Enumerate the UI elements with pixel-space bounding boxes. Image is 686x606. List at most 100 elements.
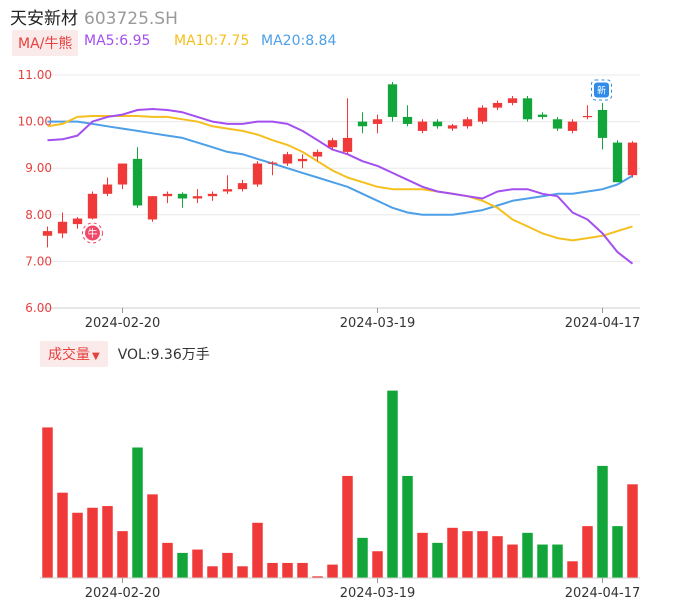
y-tick-label: 9.00 bbox=[25, 161, 52, 175]
volume-bar bbox=[357, 537, 368, 578]
candle bbox=[192, 189, 203, 204]
volume-bar bbox=[627, 484, 638, 578]
bull-badge: 牛 bbox=[82, 222, 103, 244]
candle bbox=[552, 116, 563, 131]
volume-bar bbox=[42, 427, 53, 578]
ma5-line bbox=[47, 108, 634, 265]
y-tick-label: 10.00 bbox=[18, 115, 52, 129]
candle bbox=[177, 192, 188, 208]
candle bbox=[252, 161, 263, 187]
ma5-label: MA5:6.95 bbox=[84, 33, 151, 49]
candle bbox=[327, 137, 338, 150]
price-y-axis: 11.00 10.00 9.00 8.00 7.00 6.00 bbox=[18, 68, 52, 315]
candle bbox=[342, 98, 353, 155]
candle bbox=[537, 112, 548, 120]
candle bbox=[477, 105, 488, 124]
volume-bar bbox=[297, 562, 308, 578]
candle bbox=[282, 151, 293, 166]
volume-bar bbox=[567, 561, 578, 578]
volume-bar bbox=[162, 542, 173, 578]
badges: 牛新 bbox=[82, 79, 612, 244]
volume-bar bbox=[237, 566, 248, 578]
volume-value: VOL:9.36万手 bbox=[117, 347, 210, 363]
volume-bar bbox=[537, 544, 548, 578]
volume-bar bbox=[432, 542, 443, 578]
x-tick-label: 2024-02-20 bbox=[85, 316, 161, 331]
volume-bar bbox=[267, 562, 278, 578]
volume-bar bbox=[612, 526, 623, 578]
candle bbox=[102, 177, 113, 197]
candle bbox=[87, 191, 98, 220]
svg-text:新: 新 bbox=[597, 85, 606, 97]
ma10-label: MA10:7.75 bbox=[174, 33, 250, 49]
volume-x-tick-label: 2024-04-17 bbox=[565, 586, 641, 601]
candle bbox=[147, 196, 158, 222]
volume-bar bbox=[252, 522, 263, 578]
ma20-line bbox=[47, 120, 634, 216]
volume-bar bbox=[327, 564, 338, 578]
candle bbox=[297, 154, 308, 169]
candle bbox=[597, 102, 608, 150]
candle bbox=[447, 123, 458, 131]
volume-bar bbox=[207, 566, 218, 578]
volume-bar bbox=[387, 390, 398, 578]
candles bbox=[42, 81, 638, 248]
candle bbox=[72, 217, 83, 229]
volume-bar bbox=[372, 551, 383, 578]
volume-bar bbox=[402, 475, 413, 578]
volume-bar bbox=[342, 475, 353, 578]
candle bbox=[522, 95, 533, 122]
new-badge: 新 bbox=[591, 79, 612, 101]
candle bbox=[237, 179, 248, 192]
volume-x-tick-label: 2024-03-19 bbox=[340, 586, 416, 601]
candle bbox=[402, 105, 413, 127]
candle bbox=[222, 175, 233, 194]
volume-bar bbox=[57, 492, 68, 578]
volume-bar bbox=[282, 562, 293, 578]
candle bbox=[432, 119, 443, 129]
indicator-selector[interactable]: MA/牛熊 bbox=[12, 30, 79, 56]
volume-bar bbox=[507, 544, 518, 578]
volume-x-tick-label: 2024-02-20 bbox=[85, 586, 161, 601]
caret-down-icon: ▼ bbox=[92, 351, 100, 362]
candle bbox=[162, 191, 173, 204]
candle bbox=[267, 161, 278, 176]
candle bbox=[582, 105, 593, 120]
volume-bar bbox=[447, 527, 458, 578]
x-tick-label: 2024-04-17 bbox=[565, 316, 641, 331]
volume-bar bbox=[522, 532, 533, 578]
volume-bar bbox=[132, 447, 143, 578]
ma20-label: MA20:8.84 bbox=[261, 33, 337, 49]
y-tick-label: 8.00 bbox=[25, 208, 52, 222]
candle bbox=[312, 149, 323, 162]
price-x-axis: 2024-02-20 2024-03-19 2024-04-17 bbox=[85, 308, 641, 331]
stock-name: 天安新材 bbox=[10, 9, 78, 29]
candle bbox=[117, 163, 128, 190]
candle bbox=[462, 116, 473, 129]
svg-text:牛: 牛 bbox=[88, 227, 98, 240]
volume-bar bbox=[192, 549, 203, 578]
volume-x-axis: 2024-02-20 2024-03-19 2024-04-17 bbox=[85, 578, 641, 601]
candle bbox=[357, 112, 368, 134]
volume-bar bbox=[462, 531, 473, 578]
candle bbox=[492, 100, 503, 110]
volume-indicator-selector[interactable]: 成交量 ▼ bbox=[40, 341, 108, 367]
price-grid bbox=[40, 74, 640, 309]
candle bbox=[627, 141, 638, 178]
stock-title: 天安新材 603725.SH bbox=[10, 4, 178, 29]
candle bbox=[207, 191, 218, 201]
candle bbox=[387, 81, 398, 122]
volume-bar bbox=[177, 552, 188, 578]
volume-bar bbox=[312, 576, 323, 578]
candle bbox=[507, 95, 518, 106]
candle bbox=[567, 119, 578, 134]
volume-bar bbox=[117, 531, 128, 578]
volume-bar bbox=[102, 506, 113, 578]
y-tick-label: 11.00 bbox=[18, 68, 52, 82]
ma10-line bbox=[47, 115, 633, 242]
candle bbox=[57, 212, 68, 239]
volume-bar bbox=[552, 544, 563, 578]
stock-code: 603725.SH bbox=[84, 9, 178, 29]
candle bbox=[612, 140, 623, 183]
